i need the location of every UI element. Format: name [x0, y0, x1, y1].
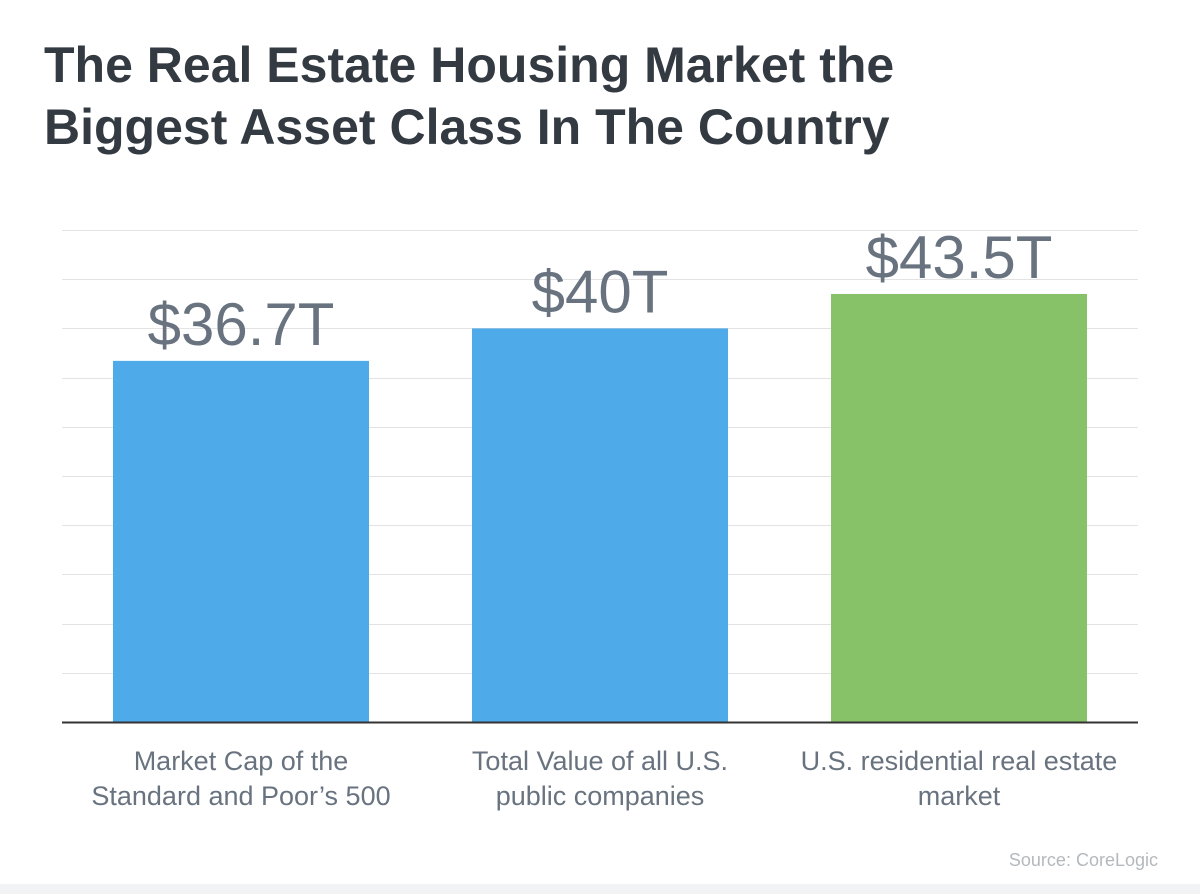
category-label: U.S. residential real estate [801, 746, 1118, 776]
category-label: Total Value of all U.S. [472, 746, 728, 776]
category-label: public companies [496, 781, 705, 811]
source-credit: Source: CoreLogic [1008, 850, 1158, 870]
bar [113, 360, 369, 722]
bar-value-label: $40T [532, 258, 669, 325]
category-label: market [918, 781, 1001, 811]
bar [472, 328, 728, 722]
page-title: The Real Estate Housing Market the Bigge… [44, 34, 1144, 158]
title-line-1: The Real Estate Housing Market the [44, 37, 895, 93]
bar [831, 293, 1087, 722]
bar-value-label: $36.7T [148, 291, 335, 358]
bar-value-label: $43.5T [866, 224, 1053, 291]
bottom-band [0, 884, 1200, 894]
category-label: Standard and Poor’s 500 [91, 781, 390, 811]
title-line-2: Biggest Asset Class In The Country [44, 99, 890, 155]
category-label: Market Cap of the [134, 746, 349, 776]
